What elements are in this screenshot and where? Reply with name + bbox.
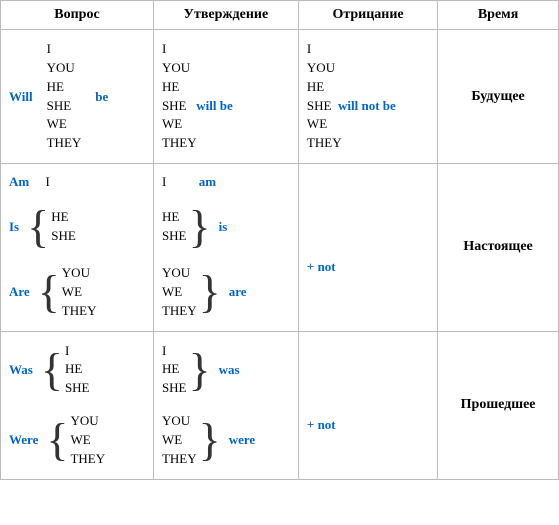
plus-not: + not <box>307 219 429 275</box>
pron-you: YOU <box>70 412 105 431</box>
present-statement-cell: I am HE SHE } is YOU WE THEY } are <box>153 164 298 332</box>
brace-icon: { <box>27 204 49 250</box>
brace-icon: } <box>189 347 211 393</box>
header-time: Время <box>438 1 559 30</box>
pron-she: SHE <box>65 379 90 398</box>
pron-i: I <box>162 40 290 59</box>
verb-will: Will <box>9 89 33 105</box>
pron-you: YOU <box>47 59 82 78</box>
verb-will-not-be: will not be <box>338 98 396 113</box>
time-present: Настоящее <box>438 164 559 332</box>
verb-was: Was <box>9 362 33 378</box>
pron-she: SHE <box>162 379 187 398</box>
pron-they: THEY <box>307 134 429 153</box>
past-statement-cell: I HE SHE } was YOU WE THEY } were <box>153 331 298 479</box>
table-row: Am I Is { HE SHE Are { YOU WE THEY I am … <box>1 164 559 332</box>
past-question-cell: Was { I HE SHE Were { YOU WE THEY <box>1 331 154 479</box>
header-negation: Отрицание <box>298 1 437 30</box>
future-question-cell: Will I YOU HE SHE WE THEY be <box>1 30 154 164</box>
brace-icon: { <box>38 269 60 315</box>
pron-we: WE <box>47 115 82 134</box>
pron-they: THEY <box>62 302 97 321</box>
brace-icon: { <box>41 347 63 393</box>
verb-will-be: will be <box>196 98 232 113</box>
pron-she: SHE <box>307 98 332 113</box>
verb-were-l: were <box>229 432 255 448</box>
verb-is-l: is <box>219 219 228 235</box>
verb-be: be <box>95 89 108 105</box>
pron-they: THEY <box>162 134 290 153</box>
pron-you: YOU <box>307 59 429 78</box>
pron-they: THEY <box>70 450 105 469</box>
pron-he: HE <box>162 360 187 379</box>
pron-you: YOU <box>162 59 290 78</box>
pron-they: THEY <box>47 134 82 153</box>
table-row: Was { I HE SHE Were { YOU WE THEY I HE S… <box>1 331 559 479</box>
future-negation-cell: I YOU HE SHE will not be WE THEY <box>298 30 437 164</box>
pron-we: WE <box>70 431 105 450</box>
pron-you: YOU <box>162 412 197 431</box>
brace-icon: { <box>46 417 68 463</box>
pron-she: SHE <box>162 98 187 113</box>
pron-he: HE <box>47 78 82 97</box>
present-negation-cell: + not <box>298 164 437 332</box>
pron-we: WE <box>162 283 197 302</box>
time-future: Будущее <box>438 30 559 164</box>
header-question: Вопрос <box>1 1 154 30</box>
time-past: Прошедшее <box>438 331 559 479</box>
pron-i: I <box>162 174 166 189</box>
pron-she: SHE <box>51 227 76 246</box>
pron-i: I <box>65 342 90 361</box>
pron-he: HE <box>65 360 90 379</box>
verb-am: Am <box>9 174 29 189</box>
pronoun-list: I YOU HE SHE WE THEY <box>47 40 82 153</box>
pron-i: I <box>45 174 49 189</box>
pron-he: HE <box>307 78 429 97</box>
brace-icon: } <box>199 417 221 463</box>
verb-is: Is <box>9 219 19 235</box>
pron-they: THEY <box>162 302 197 321</box>
pron-we: WE <box>307 115 429 134</box>
pron-we: WE <box>62 283 97 302</box>
pron-i: I <box>47 40 82 59</box>
brace-icon: } <box>199 269 221 315</box>
pron-i: I <box>162 342 187 361</box>
pron-he: HE <box>162 208 187 227</box>
pron-we: WE <box>162 431 197 450</box>
pron-i: I <box>307 40 429 59</box>
present-question-cell: Am I Is { HE SHE Are { YOU WE THEY <box>1 164 154 332</box>
brace-icon: } <box>189 204 211 250</box>
pron-he: HE <box>51 208 76 227</box>
verb-were: Were <box>9 432 38 448</box>
future-statement-cell: I YOU HE SHE will be WE THEY <box>153 30 298 164</box>
plus-not: + not <box>307 377 429 433</box>
table-row: Will I YOU HE SHE WE THEY be I YOU HE SH… <box>1 30 559 164</box>
header-statement: Утверждение <box>153 1 298 30</box>
pron-they: THEY <box>162 450 197 469</box>
verb-are: Are <box>9 284 30 300</box>
pron-you: YOU <box>162 264 197 283</box>
pron-you: YOU <box>62 264 97 283</box>
pron-we: WE <box>162 115 290 134</box>
pron-he: HE <box>162 78 290 97</box>
verb-are-l: are <box>229 284 247 300</box>
verb-was-l: was <box>219 362 240 378</box>
pron-she: SHE <box>162 227 187 246</box>
pron-she: SHE <box>47 97 82 116</box>
verb-am-l: am <box>199 174 216 189</box>
past-negation-cell: + not <box>298 331 437 479</box>
